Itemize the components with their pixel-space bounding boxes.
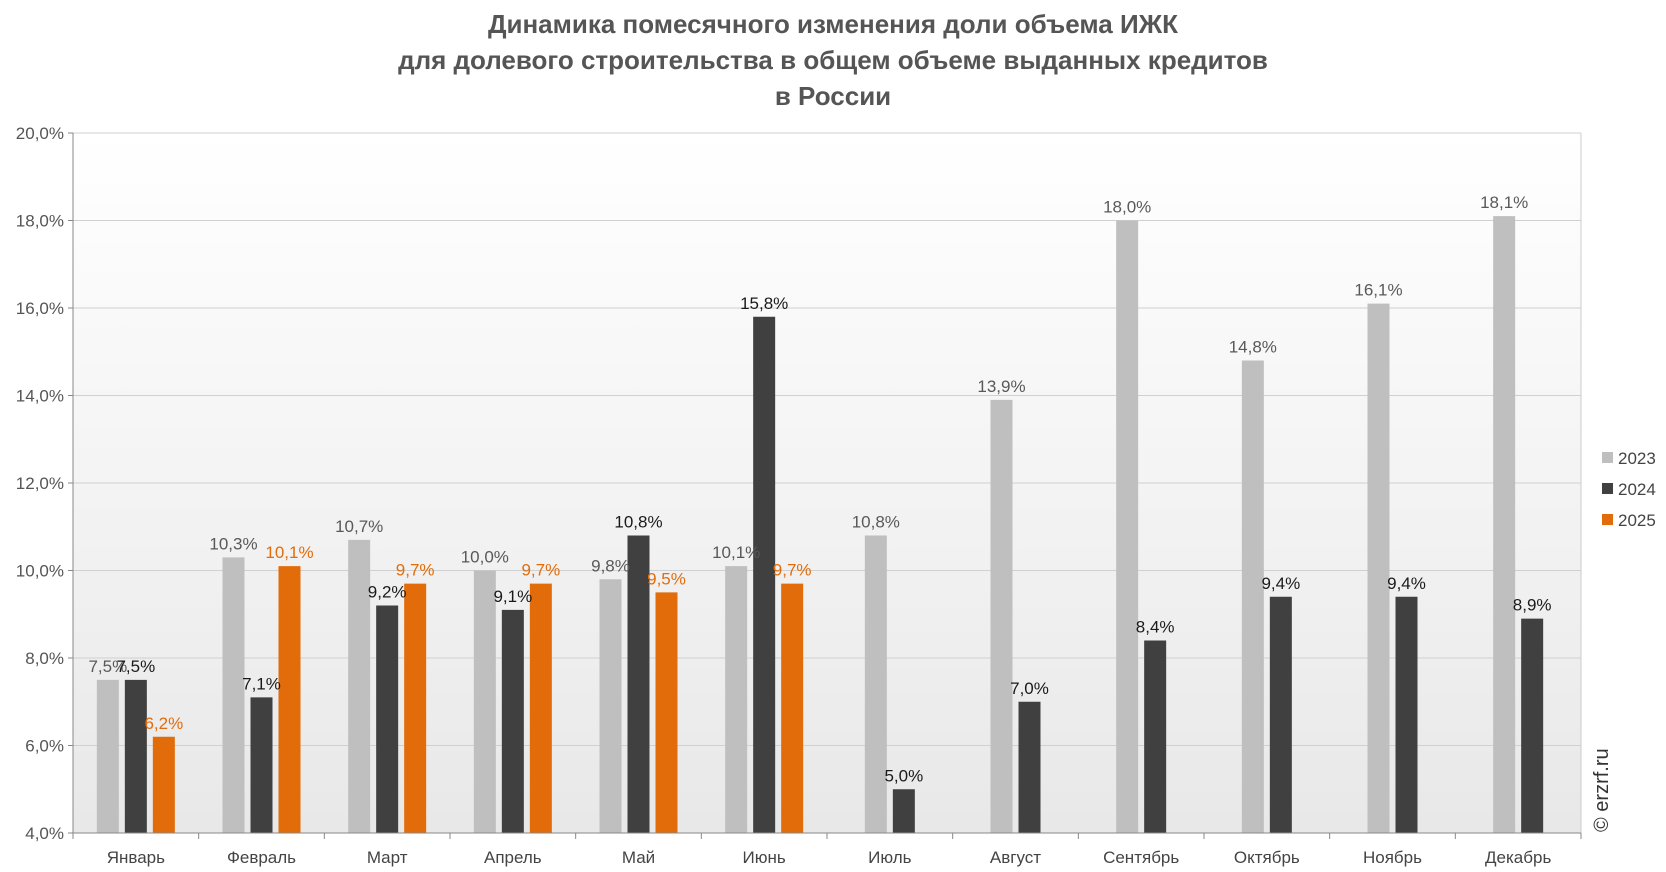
legend-swatch-2024 bbox=[1602, 483, 1613, 494]
bar-2023 bbox=[1367, 303, 1390, 833]
bar-2023 bbox=[864, 535, 887, 833]
legend-label-2023: 2023 bbox=[1618, 449, 1656, 468]
x-tick-label: Ноябрь bbox=[1363, 848, 1422, 867]
x-tick-label: Октябрь bbox=[1234, 848, 1300, 867]
legend-label-2025: 2025 bbox=[1618, 511, 1656, 530]
x-tick-label: Апрель bbox=[484, 848, 542, 867]
data-label-2024: 10,8% bbox=[614, 513, 662, 532]
data-label-2024: 15,8% bbox=[740, 294, 788, 313]
bar-2024 bbox=[1521, 618, 1544, 833]
y-tick-label: 8,0% bbox=[25, 649, 64, 668]
x-tick-label: Март bbox=[367, 848, 408, 867]
x-tick-label: Декабрь bbox=[1485, 848, 1551, 867]
chart-title: Динамика помесячного изменения доли объе… bbox=[398, 9, 1268, 111]
bar-2025 bbox=[152, 736, 175, 833]
chart-title-line-2: для долевого строительства в общем объем… bbox=[398, 45, 1268, 75]
y-tick-label: 20,0% bbox=[16, 124, 64, 143]
bar-2024 bbox=[376, 605, 399, 833]
data-label-2025: 10,1% bbox=[265, 543, 313, 562]
data-label-2023: 18,0% bbox=[1103, 198, 1151, 217]
bar-2024 bbox=[1395, 596, 1418, 833]
data-label-2024: 8,4% bbox=[1136, 618, 1175, 637]
bar-2025 bbox=[278, 566, 301, 833]
bar-2025 bbox=[529, 583, 552, 833]
bar-2024 bbox=[250, 697, 273, 833]
data-label-2024: 9,4% bbox=[1387, 574, 1426, 593]
bar-2024 bbox=[501, 609, 524, 833]
data-label-2023: 16,1% bbox=[1354, 281, 1402, 300]
data-label-2023: 10,7% bbox=[335, 517, 383, 536]
bar-2024 bbox=[124, 679, 147, 833]
bar-2023 bbox=[1241, 360, 1264, 833]
x-tick-label: Январь bbox=[107, 848, 165, 867]
data-label-2023: 7,5% bbox=[88, 657, 127, 676]
y-tick-label: 10,0% bbox=[16, 562, 64, 581]
bar-2025 bbox=[655, 592, 678, 833]
data-label-2024: 7,1% bbox=[242, 674, 281, 693]
y-axis: 4,0% 6,0% 8,0% 10,0% 12,0% 14,0% 16,0% 18,0% 20,… bbox=[16, 124, 1582, 843]
bar-2024 bbox=[627, 535, 650, 833]
bar-2023 bbox=[725, 566, 748, 833]
legend-swatch-2023 bbox=[1602, 452, 1613, 463]
data-label-2023: 14,8% bbox=[1229, 338, 1277, 357]
data-label-2024: 7,5% bbox=[116, 657, 155, 676]
y-tick-label: 18,0% bbox=[16, 212, 64, 231]
data-label-2023: 10,0% bbox=[461, 548, 509, 567]
legend: 2023 2024 2025 bbox=[1602, 449, 1656, 530]
data-label-2025: 6,2% bbox=[144, 714, 183, 733]
x-tick-label: Июнь bbox=[743, 848, 786, 867]
data-label-2023: 9,8% bbox=[591, 556, 630, 575]
data-label-2023: 13,9% bbox=[977, 377, 1025, 396]
bar-2025 bbox=[781, 583, 804, 833]
y-tick-label: 6,0% bbox=[25, 737, 64, 756]
data-labels: 7,5%7,5% 6,2% 10,3% 7,1% 10,1% 10,7% 9,2% 9,7% 1… bbox=[88, 193, 1551, 785]
bar-2023 bbox=[473, 570, 496, 833]
data-label-2025: 9,7% bbox=[521, 561, 560, 580]
bar-2024 bbox=[892, 789, 915, 833]
data-label-2024: 9,1% bbox=[493, 587, 532, 606]
chart-title-line-3: в России bbox=[775, 81, 891, 111]
bar-2023 bbox=[1116, 220, 1139, 833]
x-tick-label: Май bbox=[622, 848, 655, 867]
y-tick-label: 14,0% bbox=[16, 387, 64, 406]
y-tick-label: 4,0% bbox=[25, 824, 64, 843]
bar-2023 bbox=[348, 539, 371, 833]
data-label-2024: 9,4% bbox=[1261, 574, 1300, 593]
legend-swatch-2025 bbox=[1602, 514, 1613, 525]
bar-2024 bbox=[1144, 640, 1167, 833]
data-label-2023: 10,3% bbox=[209, 534, 257, 553]
data-label-2024: 9,2% bbox=[368, 583, 407, 602]
data-label-2025: 9,5% bbox=[647, 569, 686, 588]
x-tick-label: Сентябрь bbox=[1103, 848, 1179, 867]
bar-2024 bbox=[1018, 701, 1041, 833]
chart-title-line-1: Динамика помесячного изменения доли объе… bbox=[488, 9, 1178, 39]
data-label-2023: 10,1% bbox=[712, 543, 760, 562]
bars bbox=[96, 216, 1544, 833]
bar-2023 bbox=[1493, 216, 1516, 833]
data-label-2023: 18,1% bbox=[1480, 193, 1528, 212]
bar-2023 bbox=[222, 557, 245, 833]
x-tick-label: Август bbox=[990, 848, 1041, 867]
data-label-2024: 7,0% bbox=[1010, 679, 1049, 698]
bar-2024 bbox=[753, 316, 776, 833]
y-tick-label: 12,0% bbox=[16, 474, 64, 493]
y-tick-label: 16,0% bbox=[16, 299, 64, 318]
x-tick-label: Июль bbox=[868, 848, 912, 867]
data-label-2025: 9,7% bbox=[396, 561, 435, 580]
legend-label-2024: 2024 bbox=[1618, 480, 1656, 499]
bar-2023 bbox=[990, 399, 1013, 833]
bar-2023 bbox=[599, 579, 622, 833]
data-label-2023: 10,8% bbox=[852, 513, 900, 532]
x-axis: Январь Февраль Март Апрель Май Июнь Июль Август… bbox=[72, 832, 1582, 867]
data-label-2024: 5,0% bbox=[884, 766, 923, 785]
data-label-2025: 9,7% bbox=[773, 561, 812, 580]
credit-text: © erzrf.ru bbox=[1591, 748, 1613, 832]
data-label-2024: 8,9% bbox=[1513, 596, 1552, 615]
x-tick-label: Февраль bbox=[227, 848, 296, 867]
bar-2023 bbox=[96, 679, 119, 833]
bar-2025 bbox=[404, 583, 427, 833]
bar-2024 bbox=[1269, 596, 1292, 833]
